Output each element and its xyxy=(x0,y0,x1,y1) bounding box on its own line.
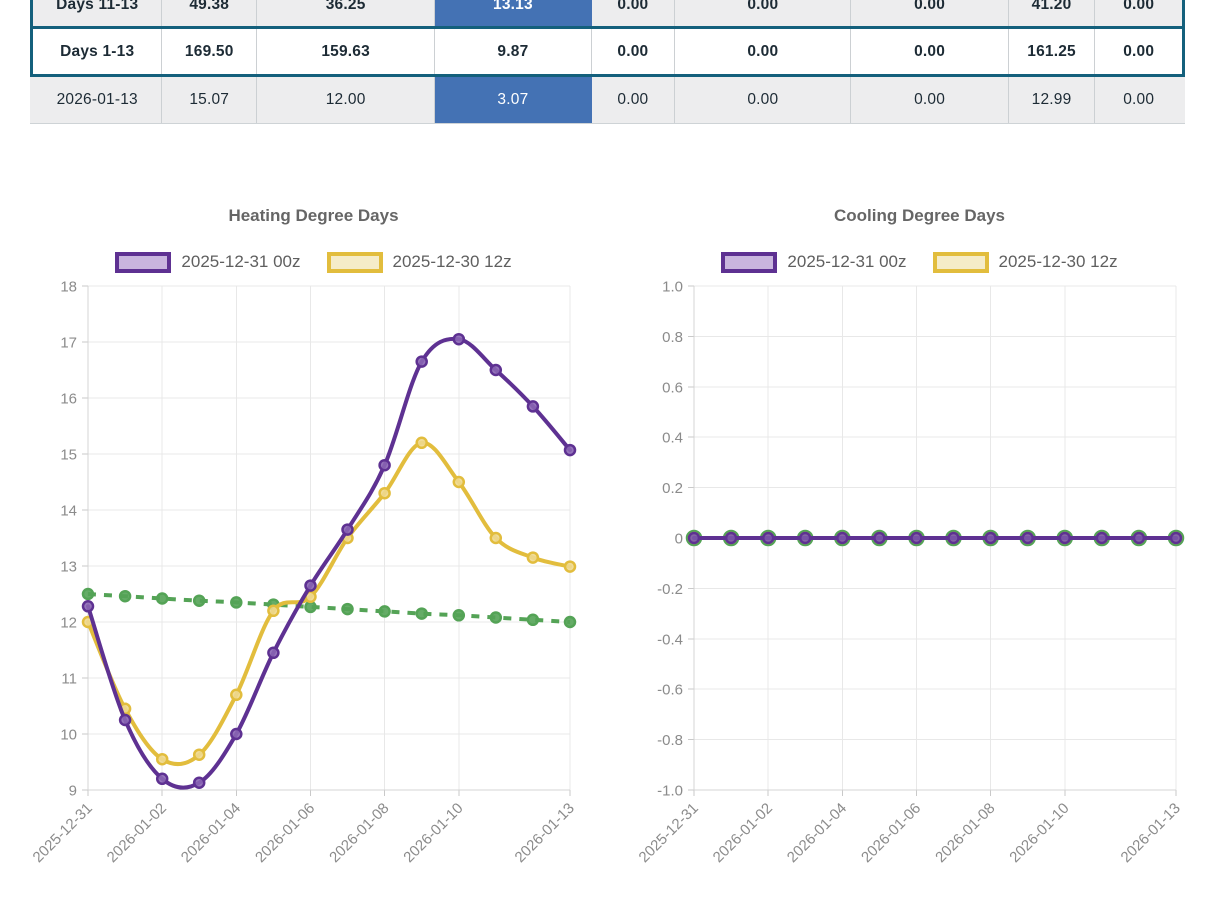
x-axis-labels: 2025-12-31 2026-01-02 2026-01-04 2026-01-06… xyxy=(30,800,578,866)
chart-legend: 2025-12-31 00z 2025-12-30 12z xyxy=(25,250,602,274)
table-cell: 12.99 xyxy=(1009,77,1096,123)
svg-text:0: 0 xyxy=(675,531,683,548)
svg-text:2026-01-13: 2026-01-13 xyxy=(1118,800,1184,866)
svg-text:1.0: 1.0 xyxy=(662,279,683,296)
heating-degree-days-chart: Heating Degree Days 2025-12-31 00z 2025-1… xyxy=(25,200,602,889)
series-0-points xyxy=(81,332,577,789)
svg-text:-0.6: -0.6 xyxy=(657,682,683,699)
table-cell: 9.87 xyxy=(435,29,592,74)
svg-text:2026-01-08: 2026-01-08 xyxy=(326,800,392,866)
y-axis-labels: 18 17 16 15 14 13 12 11 10 9 xyxy=(60,279,77,800)
cooling-degree-days-chart: Cooling Degree Days 2025-12-31 00z 2025-1… xyxy=(631,200,1208,889)
table-cell: 0.00 xyxy=(1123,42,1155,60)
table-cell: 49.38 xyxy=(162,0,258,26)
svg-text:2025-12-31: 2025-12-31 xyxy=(636,800,702,866)
chart-legend: 2025-12-31 00z 2025-12-30 12z xyxy=(631,250,1208,274)
legend-item[interactable]: 2025-12-31 00z xyxy=(115,251,301,273)
table-cell-highlighted: 13.13 xyxy=(435,0,592,26)
series-0-points xyxy=(687,531,1183,545)
svg-text:13: 13 xyxy=(60,559,77,576)
svg-text:9: 9 xyxy=(69,783,77,800)
svg-text:-0.2: -0.2 xyxy=(657,581,683,598)
table-cell: 0.00 xyxy=(851,77,1009,123)
svg-text:2026-01-02: 2026-01-02 xyxy=(710,800,776,866)
svg-text:12: 12 xyxy=(60,615,77,632)
svg-text:15: 15 xyxy=(60,447,77,464)
svg-text:0.2: 0.2 xyxy=(662,480,683,497)
svg-text:2026-01-10: 2026-01-10 xyxy=(400,800,466,866)
table-cell: 0.00 xyxy=(851,29,1009,74)
table-cell: 159.63 xyxy=(257,29,436,74)
svg-text:17: 17 xyxy=(60,335,77,352)
table-cell: 15.07 xyxy=(162,77,258,123)
table-cell: 0.00 xyxy=(675,0,852,26)
table-cell: 41.20 xyxy=(1009,0,1096,26)
row-label: Days 11-13 xyxy=(33,0,163,26)
legend-label: 2025-12-31 00z xyxy=(181,252,301,271)
table-cell: 0.00 xyxy=(675,29,852,74)
table-row-2026-01-13: 2026-01-13 15.07 12.00 3.07 0.00 0.00 0.… xyxy=(30,77,1185,124)
table-cell: 0.00 xyxy=(851,0,1009,26)
degree-days-summary-table: Days 11-13 49.38 36.25 13.13 0.00 0.00 0… xyxy=(30,0,1185,124)
table-cell: 0.00 xyxy=(592,77,676,123)
svg-text:2025-12-31: 2025-12-31 xyxy=(30,800,96,866)
svg-text:14: 14 xyxy=(60,503,77,520)
table-cell-highlighted: 3.07 xyxy=(435,77,592,123)
svg-text:2026-01-13: 2026-01-13 xyxy=(512,800,578,866)
svg-text:2026-01-02: 2026-01-02 xyxy=(104,800,170,866)
legend-swatch xyxy=(326,251,383,273)
series-0-line xyxy=(86,336,572,790)
svg-text:-0.4: -0.4 xyxy=(657,631,683,648)
table-cell: 12.00 xyxy=(257,77,436,123)
svg-text:2026-01-10: 2026-01-10 xyxy=(1006,800,1072,866)
legend-label: 2025-12-30 12z xyxy=(998,252,1118,271)
svg-text:0.6: 0.6 xyxy=(662,379,683,396)
legend-swatch xyxy=(721,251,778,273)
table-cell: 0.00 xyxy=(1123,0,1155,13)
svg-text:2026-01-08: 2026-01-08 xyxy=(932,800,998,866)
axis-lines xyxy=(82,285,571,796)
table-cell: 0.00 xyxy=(1123,91,1155,108)
svg-text:18: 18 xyxy=(60,279,77,296)
table-cell: 0.00 xyxy=(592,29,676,74)
svg-text:2026-01-04: 2026-01-04 xyxy=(784,800,850,866)
svg-text:-0.8: -0.8 xyxy=(657,732,683,749)
cooling-chart-plot-area: 1.0 0.8 0.6 0.4 0.2 0 -0.2 -0.4 -0.6 -0.8 -1.02025… xyxy=(636,279,1185,866)
table-cell: 0.00 xyxy=(675,77,852,123)
svg-text:-1.0: -1.0 xyxy=(657,783,683,800)
row-label: Days 1-13 xyxy=(33,29,163,74)
legend-label: 2025-12-30 12z xyxy=(392,252,512,271)
svg-text:10: 10 xyxy=(60,727,77,744)
row-label: 2026-01-13 xyxy=(33,77,163,123)
chart-title: Cooling Degree Days xyxy=(834,206,1005,225)
series-2-points xyxy=(81,587,577,629)
table-cell: 169.50 xyxy=(162,29,258,74)
svg-text:2026-01-06: 2026-01-06 xyxy=(252,800,318,866)
svg-text:0.4: 0.4 xyxy=(662,430,683,447)
x-axis-labels: 2025-12-31 2026-01-02 2026-01-04 2026-01-06… xyxy=(636,800,1184,866)
table-cell: 0.00 xyxy=(592,0,676,26)
legend-item[interactable]: 2025-12-30 12z xyxy=(326,251,512,273)
legend-item[interactable]: 2025-12-31 00z xyxy=(721,251,907,273)
svg-text:2026-01-06: 2026-01-06 xyxy=(858,800,924,866)
legend-label: 2025-12-31 00z xyxy=(787,252,907,271)
svg-text:2026-01-04: 2026-01-04 xyxy=(178,800,244,866)
y-axis-labels: 1.0 0.8 0.6 0.4 0.2 0 -0.2 -0.4 -0.6 -0.8 -1.0 xyxy=(657,279,683,800)
svg-text:16: 16 xyxy=(60,391,77,408)
table-row-days-11-13: Days 11-13 49.38 36.25 13.13 0.00 0.00 0… xyxy=(30,0,1185,29)
legend-swatch xyxy=(115,251,172,273)
legend-swatch xyxy=(932,251,989,273)
table-row-days-1-13: Days 1-13 169.50 159.63 9.87 0.00 0.00 0… xyxy=(30,29,1185,77)
table-cell: 36.25 xyxy=(257,0,436,26)
table-cell: 161.25 xyxy=(1009,29,1096,74)
legend-item[interactable]: 2025-12-30 12z xyxy=(932,251,1118,273)
svg-text:11: 11 xyxy=(61,671,77,688)
chart-title: Heating Degree Days xyxy=(228,206,399,225)
svg-text:0.8: 0.8 xyxy=(662,329,683,346)
